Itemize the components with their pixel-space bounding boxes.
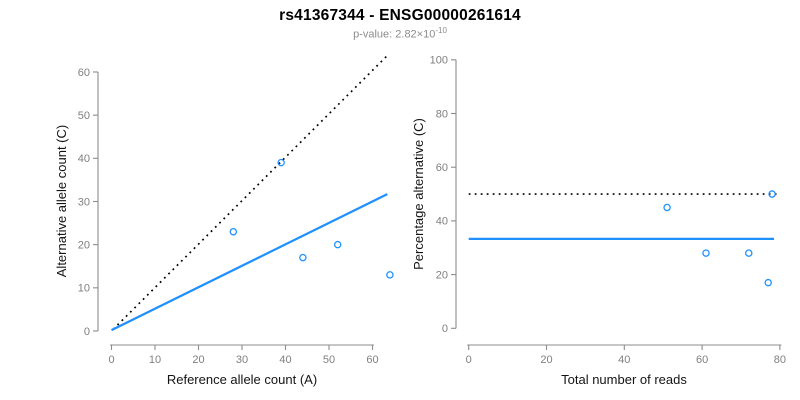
data-point bbox=[745, 249, 753, 257]
p-value-exponent: -10 bbox=[435, 26, 447, 35]
x-tick-label: 30 bbox=[236, 354, 248, 366]
x-tick-label: 80 bbox=[774, 354, 786, 366]
x-axis-title: Total number of reads bbox=[561, 372, 687, 387]
y-axis-title: Percentage alternative (C) bbox=[411, 118, 426, 270]
data-point bbox=[702, 249, 710, 257]
y-tick-label: 20 bbox=[436, 269, 448, 281]
y-tick-label: 100 bbox=[430, 55, 448, 67]
data-point bbox=[386, 271, 394, 279]
observed-ratio-line bbox=[111, 193, 388, 332]
y-tick-label: 80 bbox=[436, 108, 448, 120]
x-tick-label: 20 bbox=[540, 354, 552, 366]
figure-title: rs41367344 - ENSG00000261614 bbox=[279, 7, 521, 24]
y-tick-label: 30 bbox=[78, 196, 90, 208]
y-tick-label: 60 bbox=[78, 67, 90, 79]
x-tick-label: 0 bbox=[466, 354, 472, 366]
identity-dotted-line bbox=[112, 53, 390, 330]
x-tick-label: 40 bbox=[618, 354, 630, 366]
data-point bbox=[663, 203, 671, 212]
data-point bbox=[333, 240, 342, 249]
x-tick-label: 40 bbox=[279, 354, 291, 366]
y-tick-label: 50 bbox=[78, 110, 90, 122]
data-point bbox=[277, 158, 285, 167]
y-tick-label: 0 bbox=[84, 326, 90, 338]
y-axis-title: Alternative allele count (C) bbox=[54, 125, 69, 277]
data-point bbox=[768, 190, 776, 198]
data-point bbox=[299, 253, 307, 262]
x-axis-title: Reference allele count (A) bbox=[167, 372, 317, 387]
data-point bbox=[229, 227, 238, 236]
p-value-subtitle: p-value: 2.82×10-10 bbox=[0, 26, 800, 41]
x-tick-label: 60 bbox=[366, 354, 378, 366]
y-tick-label: 60 bbox=[436, 162, 448, 174]
x-tick-label: 0 bbox=[108, 354, 114, 366]
y-tick-label: 20 bbox=[78, 239, 90, 251]
y-tick-label: 0 bbox=[442, 323, 448, 335]
x-tick-label: 20 bbox=[192, 354, 204, 366]
y-tick-label: 40 bbox=[436, 216, 448, 228]
y-tick-label: 40 bbox=[78, 153, 90, 165]
data-point bbox=[764, 278, 772, 287]
x-tick-label: 50 bbox=[323, 354, 335, 366]
p-value-base: p-value: 2.82×10 bbox=[353, 28, 436, 41]
x-tick-label: 10 bbox=[149, 354, 161, 366]
x-tick-label: 60 bbox=[696, 354, 708, 366]
y-tick-label: 10 bbox=[78, 283, 90, 295]
